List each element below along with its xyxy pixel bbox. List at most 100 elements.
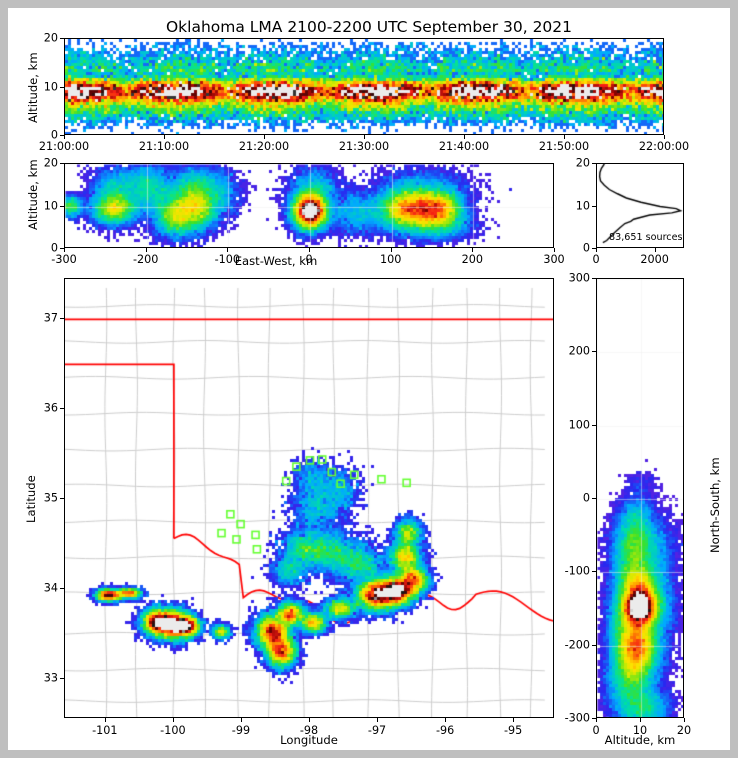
y-tickmark — [60, 163, 64, 164]
y-tick-label: 10 — [575, 199, 590, 212]
y-tick-label: -100 — [564, 564, 590, 578]
x-tick-label: -98 — [299, 724, 319, 737]
x-tick-label: 2000 — [640, 253, 669, 266]
y-tick-label: 200 — [568, 344, 590, 358]
x-tickmark — [640, 718, 641, 722]
y-tickmark — [60, 205, 64, 207]
x-tickmark — [684, 718, 685, 722]
x-tick-label: 21:40:00 — [438, 140, 490, 153]
y-tickmark — [60, 408, 64, 410]
x-tick-label: -100 — [160, 724, 186, 737]
x-tick-label: 21:00:00 — [38, 140, 90, 153]
x-tickmark — [264, 135, 265, 139]
x-tick-label: -99 — [231, 724, 251, 737]
histogram-axes: 83,651 sources — [596, 163, 684, 248]
x-tick-label: 21:20:00 — [238, 140, 290, 153]
y-tick-label: 10 — [43, 80, 58, 93]
x-tickmark — [64, 248, 65, 252]
x-tick-label: 21:50:00 — [538, 140, 590, 153]
map-xlabel: Longitude — [280, 733, 338, 747]
north-south-xlabel: Altitude, km — [604, 733, 676, 747]
x-tickmark — [445, 718, 447, 722]
x-tickmark — [464, 135, 465, 139]
y-tickmark — [592, 163, 596, 164]
y-tickmark — [60, 318, 64, 320]
y-tickmark — [592, 424, 596, 426]
y-tickmark — [60, 677, 64, 679]
x-tick-label: -97 — [367, 724, 387, 737]
x-tick-label: 200 — [461, 253, 484, 266]
map-geography-and-density — [65, 279, 553, 717]
y-tick-label: 20 — [575, 156, 590, 170]
x-tickmark — [664, 135, 665, 139]
x-tickmark — [164, 135, 165, 139]
y-tickmark — [60, 587, 64, 589]
panel-plan-view-map[interactable] — [64, 278, 554, 718]
x-tick-label: -96 — [435, 724, 455, 737]
east-west-xlabel: East-West, km — [234, 254, 318, 268]
x-tick-label: 22:00:00 — [638, 140, 690, 153]
x-tickmark — [472, 248, 474, 252]
x-tickmark — [554, 248, 555, 252]
east-west-ylabel: Altitude, km — [26, 159, 40, 230]
y-tickmark — [592, 644, 596, 646]
x-tickmark — [377, 718, 379, 722]
y-tick-label: 37 — [43, 311, 58, 325]
x-tick-label: 10 — [632, 724, 648, 737]
x-tick-label: 0 — [305, 253, 313, 266]
y-tickmark — [592, 205, 596, 207]
y-tick-label: 0 — [50, 128, 58, 142]
east-west-axes — [64, 163, 554, 248]
source-count-annotation: 83,651 sources — [609, 232, 683, 243]
north-south-axes — [596, 278, 684, 718]
x-tick-label: 21:30:00 — [338, 140, 390, 153]
y-tick-label: 10 — [43, 199, 58, 212]
north-south-density — [597, 279, 683, 717]
y-tick-label: 20 — [43, 31, 58, 45]
x-tick-label: -101 — [92, 724, 118, 737]
y-tickmark — [60, 248, 64, 249]
histogram-curve — [597, 164, 683, 247]
x-tickmark — [596, 718, 597, 722]
east-west-density — [65, 164, 553, 247]
y-tick-label: 0 — [50, 241, 58, 255]
x-tick-label: 20 — [676, 724, 692, 737]
y-tick-label: 0 — [582, 491, 590, 505]
x-tickmark — [145, 248, 147, 252]
page-title: Oklahoma LMA 2100-2200 UTC September 30,… — [165, 18, 573, 36]
x-tickmark — [513, 718, 515, 722]
y-tickmark — [592, 718, 596, 719]
y-tickmark — [60, 498, 64, 499]
time-height-axes — [64, 38, 664, 135]
y-tick-label: 34 — [43, 581, 58, 595]
y-tickmark — [592, 248, 596, 249]
panel-altitude-histogram[interactable]: 83,651 sources — [596, 163, 684, 248]
x-tick-label: 300 — [543, 253, 565, 266]
map-axes — [64, 278, 554, 718]
panel-north-south[interactable] — [596, 278, 684, 718]
x-tick-label: 0 — [592, 724, 600, 737]
x-tick-label: -300 — [51, 253, 77, 266]
y-tickmark — [60, 38, 64, 39]
x-tick-label: 21:10:00 — [138, 140, 190, 153]
x-tickmark — [172, 718, 174, 722]
x-tick-label: 0 — [592, 253, 600, 266]
y-tick-label: 0 — [582, 241, 590, 255]
x-tick-label: -100 — [214, 253, 241, 266]
panel-time-height[interactable] — [64, 38, 664, 135]
time-height-ylabel: Altitude, km — [26, 52, 40, 123]
map-ylabel: Latitude — [24, 475, 38, 523]
panel-east-west[interactable] — [64, 163, 554, 248]
x-tickmark — [240, 718, 242, 722]
y-tickmark — [60, 86, 64, 88]
y-tick-label: 35 — [43, 491, 58, 505]
x-tickmark — [64, 135, 65, 139]
x-tickmark — [596, 248, 597, 252]
x-tickmark — [564, 135, 565, 139]
y-tick-label: 20 — [43, 156, 58, 170]
x-tick-label: -200 — [132, 253, 159, 266]
x-tickmark — [309, 718, 310, 722]
x-tick-label: 100 — [379, 253, 402, 266]
x-tickmark — [364, 135, 365, 139]
